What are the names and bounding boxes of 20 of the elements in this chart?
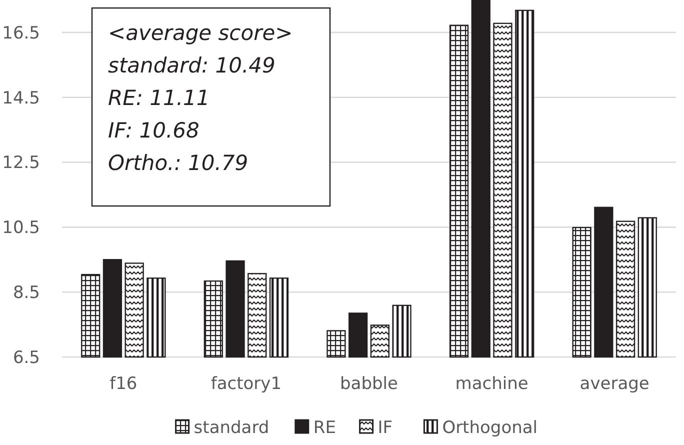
x-tick-label: factory1 [210,374,282,394]
annotation: Ortho.: 10.79 [108,151,248,175]
legend-label: IF [378,418,393,438]
y-tick-label: 10.5 [2,218,40,238]
annotation: standard: 10.49 [108,54,276,78]
y-tick-label: 16.5 [2,23,40,44]
x-tick-label: f16 [110,374,138,394]
legend-label: standard [194,418,270,438]
x-tick-label: machine [455,374,528,394]
x-tick-label: average [580,374,650,394]
y-tick-label: 12.5 [2,153,40,174]
legend-label: Orthogonal [442,418,538,438]
annotation: IF: 10.68 [108,118,200,142]
y-tick-label: 6.5 [12,348,40,368]
y-tick-label: 8.5 [12,283,40,304]
annotation: RE: 11.11 [108,86,210,110]
y-tick-label: 14.5 [2,88,40,108]
annotation: <average score> [108,21,293,45]
legend-label: RE [313,418,336,438]
x-tick-label: babble [340,374,398,394]
